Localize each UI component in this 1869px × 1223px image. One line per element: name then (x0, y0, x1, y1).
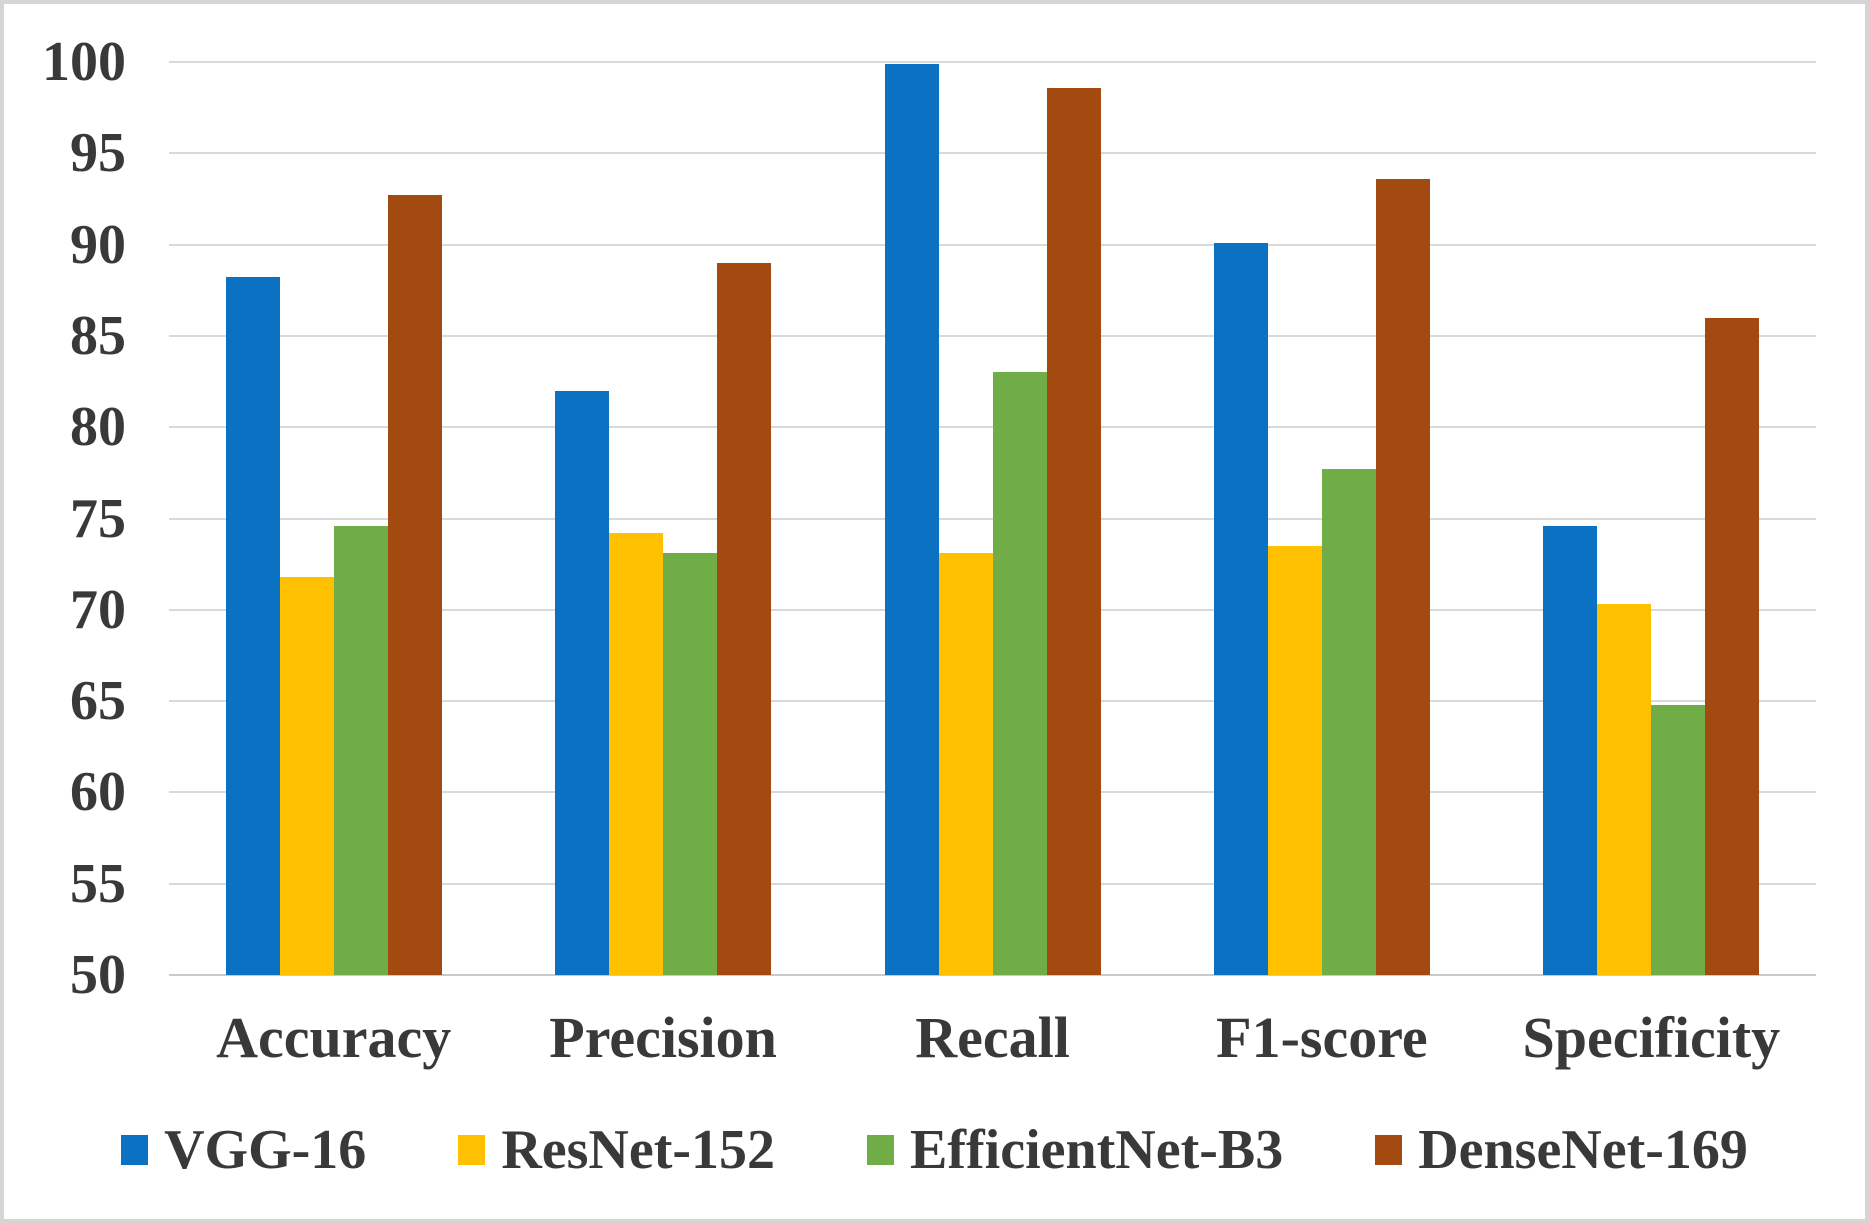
x-tick-label-precision: Precision (549, 1005, 777, 1070)
bar-resnet-152-f1-score (1267, 545, 1322, 975)
gridline-85 (169, 334, 1816, 337)
legend-label: EfficientNet-B3 (910, 1119, 1284, 1181)
bar-efficientnet-b3-f1-score (1321, 469, 1376, 975)
y-tick-label-90: 90 (70, 213, 126, 276)
bar-group-specificity (1487, 62, 1816, 975)
legend-swatch-icon (867, 1135, 894, 1165)
bar-densenet-169-f1-score (1375, 178, 1430, 975)
y-tick-label-50: 50 (70, 944, 126, 1006)
y-tick-label-65: 65 (70, 670, 126, 733)
bar-efficientnet-b3-specificity (1651, 704, 1706, 975)
x-axis: Accuracy Precision Recall F1-score Specifici… (169, 999, 1816, 1077)
legend-label: VGG-16 (164, 1119, 367, 1181)
bar-group-precision (498, 62, 827, 975)
y-tick-label-60: 60 (70, 761, 126, 824)
y-tick-label-55: 55 (70, 852, 126, 915)
bar-densenet-169-accuracy (387, 195, 442, 975)
bar-vgg-16-accuracy (225, 277, 280, 975)
legend-swatch-icon (1375, 1135, 1403, 1165)
plot-area (169, 61, 1816, 976)
bar-group-f1-score (1157, 62, 1486, 975)
legend: VGG-16 ResNet-152 EfficientNet-B3 DenseNet-… (4, 1112, 1865, 1188)
legend-swatch-icon (121, 1135, 149, 1165)
legend-label: ResNet-152 (501, 1119, 775, 1181)
y-axis: 50 55 60 65 70 75 80 85 90 95 100 (4, 34, 154, 1003)
bar-efficientnet-b3-precision (663, 553, 718, 975)
y-tick-label-95: 95 (70, 122, 126, 185)
y-tick-label-80: 80 (70, 396, 126, 459)
gridline-95 (169, 152, 1816, 155)
y-tick-label-100: 100 (42, 31, 126, 93)
legend-label: DenseNet-169 (1418, 1119, 1748, 1181)
bar-densenet-169-specificity (1705, 317, 1760, 975)
bar-vgg-16-f1-score (1213, 242, 1268, 975)
gridline-80 (169, 426, 1816, 429)
x-tick-label-recall: Recall (915, 1005, 1070, 1070)
bar-efficientnet-b3-accuracy (333, 525, 388, 975)
bar-densenet-169-recall (1046, 87, 1101, 975)
legend-item-vgg-16: VGG-16 (121, 1122, 366, 1178)
gridline-100 (169, 61, 1816, 63)
bar-densenet-169-precision (717, 262, 772, 975)
bar-group-recall (828, 62, 1157, 975)
legend-swatch-icon (458, 1135, 486, 1165)
x-tick-label-accuracy: Accuracy (216, 1005, 452, 1070)
bar-vgg-16-specificity (1543, 525, 1598, 975)
y-tick-label-70: 70 (70, 578, 126, 641)
legend-item-efficientnet-b3: EfficientNet-B3 (867, 1122, 1283, 1178)
bar-resnet-152-recall (938, 553, 993, 975)
bar-group-accuracy (169, 62, 498, 975)
bar-efficientnet-b3-recall (992, 372, 1047, 975)
bar-resnet-152-precision (609, 533, 664, 975)
x-tick-label-f1-score: F1-score (1216, 1005, 1428, 1070)
bar-resnet-152-specificity (1597, 604, 1652, 975)
x-tick-label-specificity: Specificity (1522, 1005, 1781, 1070)
gridline-75 (169, 517, 1816, 520)
bar-groups (169, 62, 1816, 975)
bar-resnet-152-accuracy (279, 576, 334, 975)
bar-vgg-16-precision (555, 390, 610, 975)
y-tick-label-85: 85 (70, 304, 126, 367)
y-tick-label-75: 75 (70, 487, 126, 550)
gridline-50 (169, 974, 1816, 976)
bar-vgg-16-recall (884, 63, 939, 975)
legend-item-densenet-169: DenseNet-169 (1375, 1122, 1748, 1178)
gridline-90 (169, 243, 1816, 246)
legend-item-resnet-152: ResNet-152 (458, 1122, 775, 1178)
